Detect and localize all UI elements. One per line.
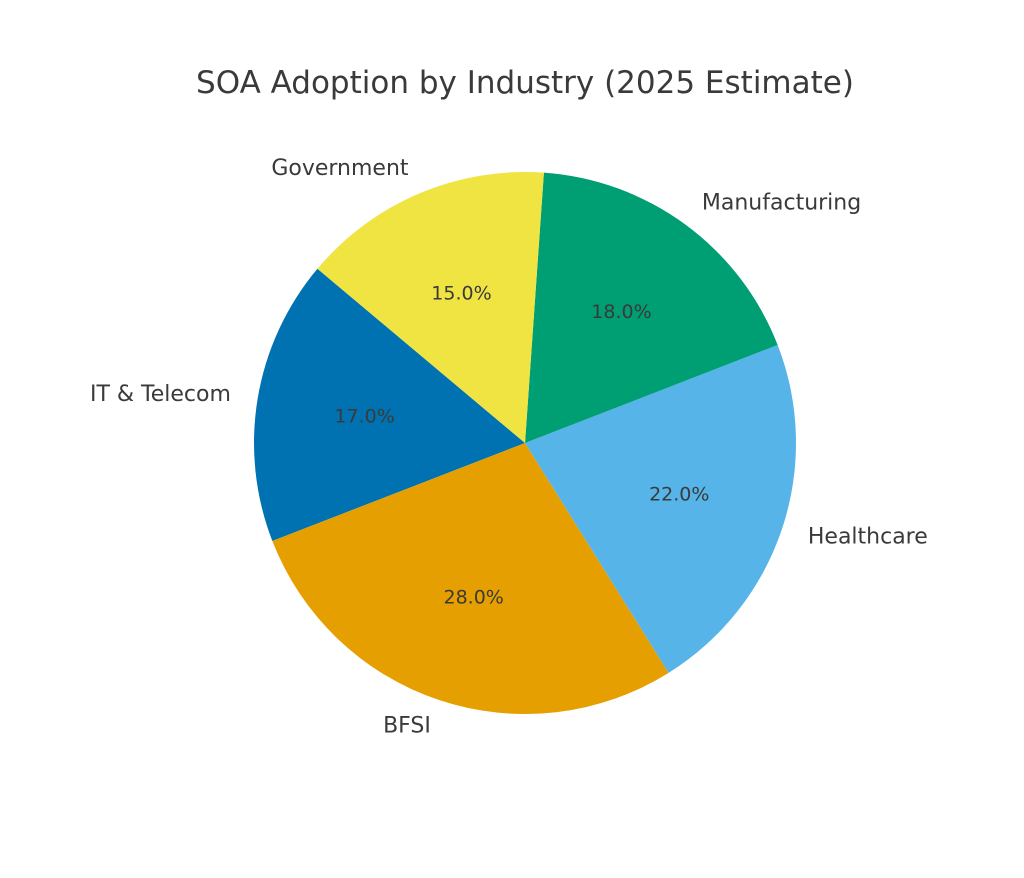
slice-label-manufacturing: Manufacturing — [702, 191, 861, 216]
pct-label-it-and-telecom: 17.0% — [334, 405, 394, 427]
chart-title: SOA Adoption by Industry (2025 Estimate) — [196, 65, 854, 101]
slice-label-government: Government — [271, 156, 409, 181]
pie-slice-manufacturing — [525, 172, 778, 443]
pct-label-government: 15.0% — [431, 282, 491, 304]
slice-label-bfsi: BFSI — [383, 713, 431, 738]
pct-label-manufacturing: 18.0% — [591, 301, 651, 323]
pie-slices — [254, 172, 796, 715]
pie-labels: 17.0% IT & Telecom 28.0% BFSI 22.0% Healthcar… — [90, 156, 928, 738]
pie-slice-bfsi — [272, 443, 669, 715]
pie-slice-healthcare — [525, 344, 796, 673]
slice-label-healthcare: Healthcare — [808, 525, 928, 550]
pct-label-healthcare: 22.0% — [649, 483, 709, 505]
pie-slice-government — [317, 172, 544, 443]
pie-slice-it-and-telecom — [254, 268, 525, 542]
slice-label-it-and-telecom: IT & Telecom — [90, 382, 231, 407]
pct-label-bfsi: 28.0% — [443, 586, 503, 608]
